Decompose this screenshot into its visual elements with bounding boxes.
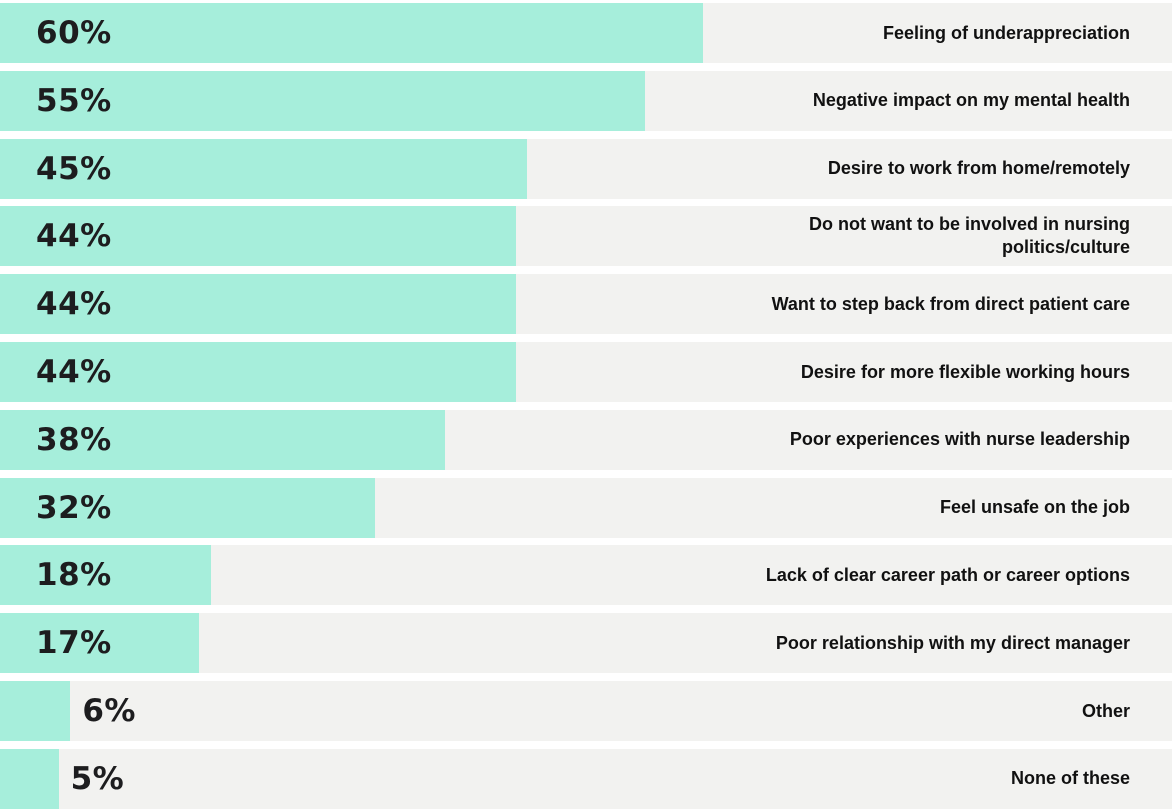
category-label: Do not want to be involved in nursing po… xyxy=(809,214,1130,258)
bar-row: 45% Desire to work from home/remotely xyxy=(0,138,1172,199)
bar xyxy=(0,613,200,674)
category-label: Desire for more flexible working hours xyxy=(800,361,1130,382)
category-label: Want to step back from direct patient ca… xyxy=(771,293,1130,314)
category-label: Other xyxy=(1081,700,1130,721)
bar xyxy=(0,70,645,131)
bar xyxy=(0,545,211,606)
bar-value-label: 44% xyxy=(36,286,112,323)
bar-row: 44% Want to step back from direct patient… xyxy=(0,274,1172,335)
category-label: Poor relationship with my direct manager xyxy=(775,632,1130,653)
bar xyxy=(0,477,376,538)
bar-row: 44% Do not want to be involved in nursing… xyxy=(0,206,1172,267)
bar-value-label: 5% xyxy=(70,760,125,797)
bar xyxy=(0,138,528,199)
bar xyxy=(0,3,704,63)
bar-row: 55% Negative impact on my mental health xyxy=(0,70,1172,131)
category-label: Negative impact on my mental health xyxy=(812,90,1130,111)
bar-value-label: 60% xyxy=(36,15,112,51)
bar-row: 44% Desire for more flexible working hour… xyxy=(0,342,1172,402)
bar-value-label: 32% xyxy=(36,489,112,526)
bar-row: 38% Poor experiences with nurse leadershi… xyxy=(0,409,1172,470)
bar-value-label: 17% xyxy=(36,625,112,662)
bar xyxy=(0,274,516,335)
category-label: Poor experiences with nurse leadership xyxy=(789,429,1130,450)
category-label: Feeling of underappreciation xyxy=(882,22,1130,43)
bar-row: 17% Poor relationship with my direct mana… xyxy=(0,613,1172,674)
bar-row: 18% Lack of clear career path or career o… xyxy=(0,545,1172,606)
category-label: Feel unsafe on the job xyxy=(939,497,1130,518)
category-label: Desire to work from home/remotely xyxy=(827,158,1130,179)
category-label: Lack of clear career path or career opti… xyxy=(765,564,1130,585)
bar-value-label: 44% xyxy=(36,354,112,390)
bar xyxy=(0,342,516,402)
bar-row: 5% None of these xyxy=(0,748,1172,809)
bar-row: 32% Feel unsafe on the job xyxy=(0,477,1172,538)
bar-value-label: 45% xyxy=(36,150,112,187)
bar-value-label: 18% xyxy=(36,557,112,594)
bar-value-label: 44% xyxy=(36,218,112,255)
bar-row: 6% Other xyxy=(0,681,1172,741)
category-label: None of these xyxy=(1010,768,1130,789)
bar xyxy=(0,409,446,470)
bar-value-label: 38% xyxy=(36,421,112,458)
bar-value-label: 55% xyxy=(36,82,112,119)
bar xyxy=(0,748,59,809)
bar xyxy=(0,681,71,741)
bar-row: 60% Feeling of underappreciation xyxy=(0,3,1172,63)
bar-value-label: 6% xyxy=(82,693,136,729)
bar xyxy=(0,206,516,267)
